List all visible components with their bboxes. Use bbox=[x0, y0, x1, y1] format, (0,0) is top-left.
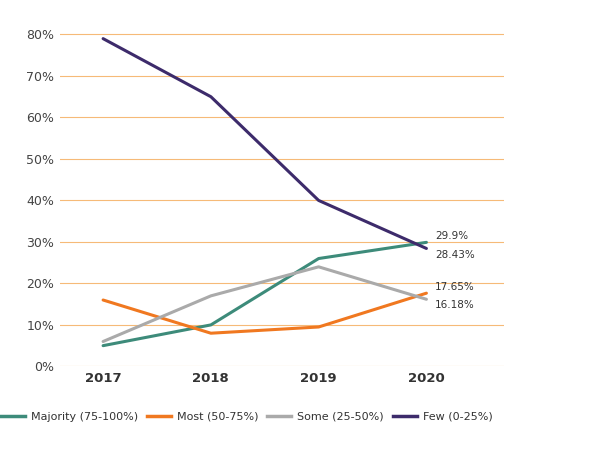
Text: 17.65%: 17.65% bbox=[435, 282, 475, 292]
Text: 28.43%: 28.43% bbox=[435, 250, 475, 260]
Text: 16.18%: 16.18% bbox=[435, 300, 475, 311]
Legend: Majority (75-100%), Most (50-75%), Some (25-50%), Few (0-25%): Majority (75-100%), Most (50-75%), Some … bbox=[0, 407, 497, 426]
Text: 29.9%: 29.9% bbox=[435, 231, 468, 241]
